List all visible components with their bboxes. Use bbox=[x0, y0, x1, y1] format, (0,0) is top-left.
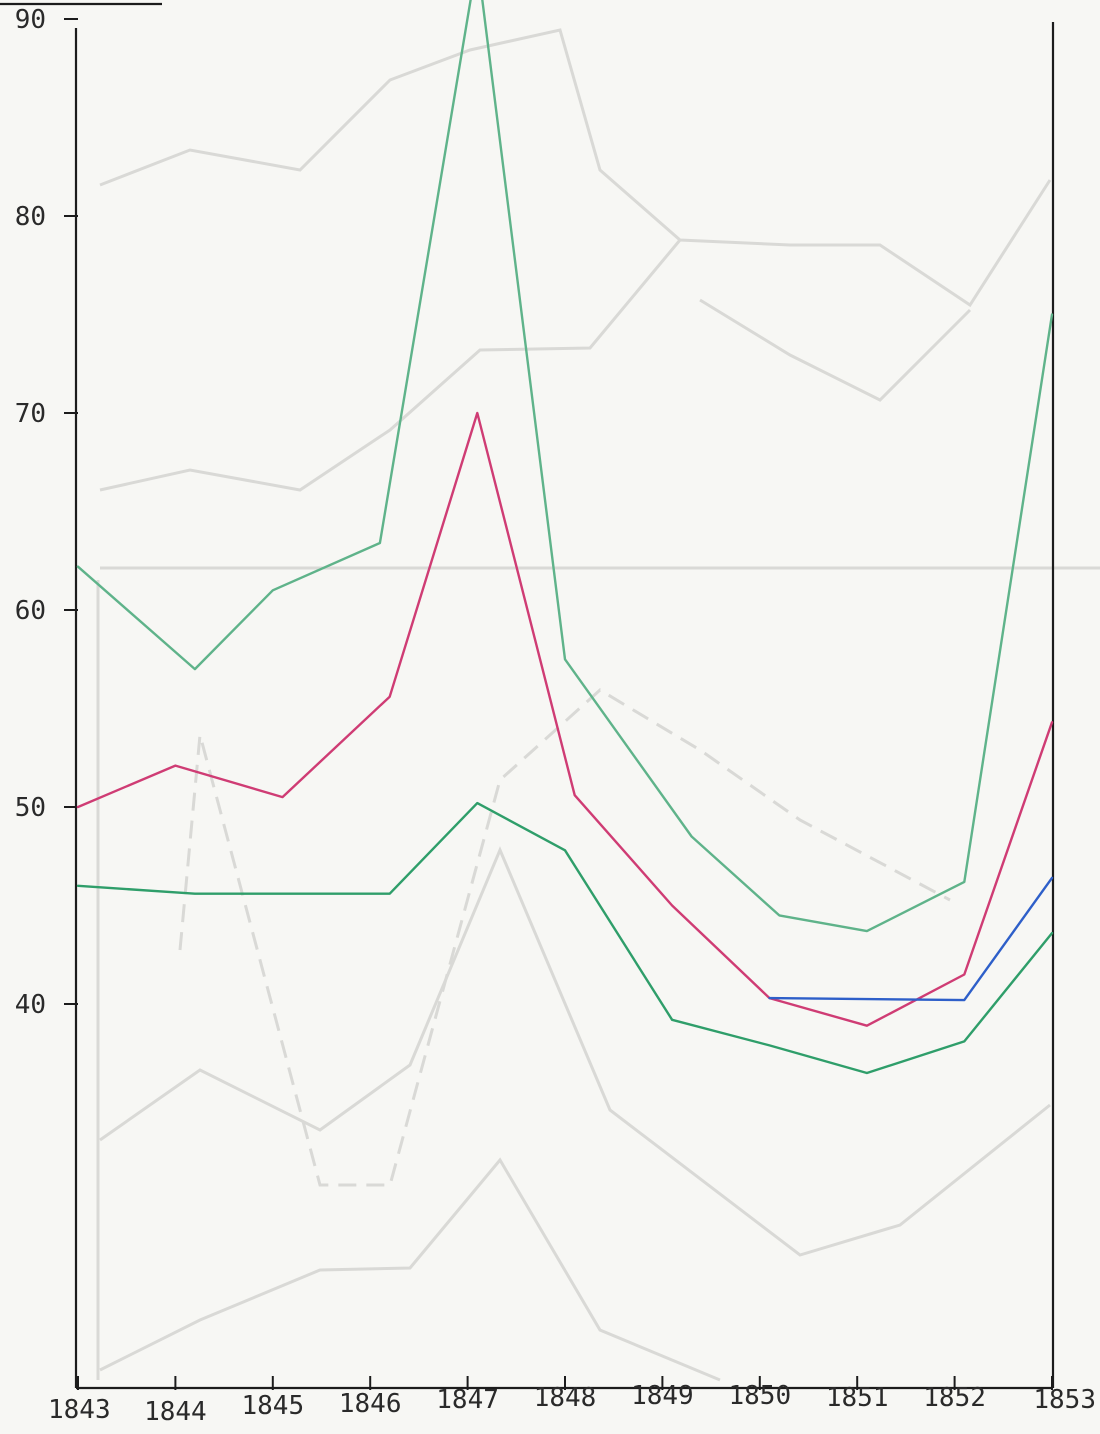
x-axis-ticks: 1843 1844 1845 1846 1847 1848 1849 1850 1851 1852… bbox=[48, 1376, 1096, 1427]
x-tick-label: 1848 bbox=[534, 1383, 597, 1413]
y-tick-label: 40 bbox=[15, 990, 46, 1020]
x-tick-label: 1850 bbox=[728, 1381, 791, 1411]
y-axis-ticks: 40 50 60 70 80 90 bbox=[15, 5, 78, 1020]
series-line bbox=[76, 0, 1054, 933]
series-lines bbox=[76, 0, 1054, 1075]
bleed-through bbox=[96, 28, 1100, 1382]
x-tick-label: 1844 bbox=[144, 1397, 207, 1427]
x-tick-label: 1843 bbox=[48, 1395, 111, 1425]
y-tick-label: 70 bbox=[15, 399, 46, 429]
series-line bbox=[768, 876, 1054, 1002]
y-tick-label: 80 bbox=[15, 202, 46, 232]
x-tick-label: 1852 bbox=[923, 1383, 986, 1413]
x-tick-label: 1853 bbox=[1033, 1385, 1096, 1415]
y-tick-label: 50 bbox=[15, 793, 46, 823]
x-tick-label: 1845 bbox=[241, 1391, 304, 1421]
x-tick-label: 1849 bbox=[631, 1381, 694, 1411]
series-line bbox=[76, 801, 1054, 1075]
x-tick-label: 1846 bbox=[339, 1389, 402, 1419]
x-tick-label: 1851 bbox=[826, 1383, 889, 1413]
y-tick-label: 60 bbox=[15, 596, 46, 626]
y-tick-label: 90 bbox=[15, 5, 46, 35]
x-tick-label: 1847 bbox=[436, 1385, 499, 1415]
series-line bbox=[76, 411, 1054, 1027]
